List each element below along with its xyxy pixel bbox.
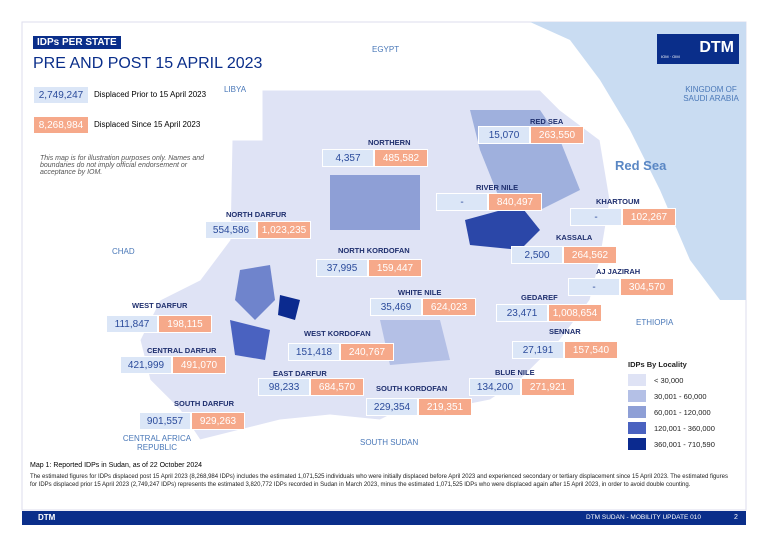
state-name: EAST DARFUR bbox=[273, 369, 327, 378]
legend-swatch bbox=[628, 422, 646, 434]
idps-prior: 111,847 bbox=[106, 315, 158, 333]
idps-since: 1,008,654 bbox=[548, 304, 602, 322]
legend-item: 360,001 - 710,590 bbox=[654, 440, 715, 449]
idps-prior: - bbox=[436, 193, 488, 211]
idps-since: 684,570 bbox=[310, 378, 364, 396]
legend-item: 30,001 - 60,000 bbox=[654, 392, 707, 401]
disclaimer: This map is for illustration purposes on… bbox=[40, 155, 205, 176]
idps-prior: 134,200 bbox=[469, 378, 521, 396]
region bbox=[235, 265, 275, 320]
idps-prior: 27,191 bbox=[512, 341, 564, 359]
idps-since: 240,767 bbox=[340, 343, 394, 361]
idps-prior: 37,995 bbox=[316, 259, 368, 277]
state-name: RED SEA bbox=[530, 117, 564, 126]
state-name: SOUTH DARFUR bbox=[174, 399, 234, 408]
idps-since: 159,447 bbox=[368, 259, 422, 277]
state-name: WEST DARFUR bbox=[132, 301, 188, 310]
country-label: KINGDOM OF SAUDI ARABIA bbox=[683, 85, 739, 103]
idps-prior: 421,999 bbox=[120, 356, 172, 374]
footer-logo: DTM bbox=[38, 513, 56, 522]
country-label: EGYPT bbox=[372, 45, 400, 54]
idps-since: 264,562 bbox=[563, 246, 617, 264]
state-name: BLUE NILE bbox=[495, 368, 535, 377]
header-tag: IDPs PER STATE bbox=[33, 36, 121, 49]
state-name: SOUTH KORDOFAN bbox=[376, 384, 448, 393]
idps-since: 491,070 bbox=[172, 356, 226, 374]
idps-prior: 554,586 bbox=[205, 221, 257, 239]
legend-item: 120,001 - 360,000 bbox=[654, 424, 715, 433]
caption: Map 1: Reported IDPs in Sudan, as of 22 … bbox=[30, 462, 202, 469]
region bbox=[465, 205, 540, 250]
idps-since: 157,540 bbox=[564, 341, 618, 359]
key-value: 8,268,984 bbox=[33, 116, 89, 134]
logo: DTM IOM · OIM bbox=[657, 34, 739, 64]
legend-swatch bbox=[628, 438, 646, 450]
idps-prior: 4,357 bbox=[322, 149, 374, 167]
key-label: Displaced Since 15 April 2023 bbox=[94, 120, 201, 129]
country-label: Red Sea bbox=[615, 158, 667, 173]
region bbox=[230, 320, 270, 360]
legend-swatch bbox=[628, 374, 646, 386]
idps-prior: 98,233 bbox=[258, 378, 310, 396]
idps-prior: 15,070 bbox=[478, 126, 530, 144]
legend-title: IDPs By Locality bbox=[628, 360, 687, 369]
idps-prior: 151,418 bbox=[288, 343, 340, 361]
idps-prior: 901,557 bbox=[139, 412, 191, 430]
sea bbox=[530, 22, 746, 300]
state-name: RIVER NILE bbox=[476, 183, 519, 192]
idps-since: 263,550 bbox=[530, 126, 584, 144]
footer-bar bbox=[22, 511, 746, 525]
logo-sub: IOM · OIM bbox=[661, 54, 680, 59]
key-label: Displaced Prior to 15 April 2023 bbox=[94, 90, 207, 99]
state-name: SENNAR bbox=[549, 327, 581, 336]
page-number: 2 bbox=[734, 514, 738, 521]
state-name: NORTHERN bbox=[368, 138, 411, 147]
country-label: CENTRAL AFRICA REPUBLIC bbox=[122, 434, 192, 452]
idps-prior: 229,354 bbox=[366, 398, 418, 416]
idps-since: 485,582 bbox=[374, 149, 428, 167]
idps-prior: - bbox=[568, 278, 620, 296]
region bbox=[278, 295, 300, 320]
legend-item: 60,001 - 120,000 bbox=[654, 408, 711, 417]
state-name: AJ JAZIRAH bbox=[596, 267, 641, 276]
note: The estimated figures for IDPs displaced… bbox=[30, 474, 728, 488]
header-title: PRE AND POST 15 APRIL 2023 bbox=[33, 55, 263, 72]
idps-since: 198,115 bbox=[158, 315, 212, 333]
idps-since: 840,497 bbox=[488, 193, 542, 211]
state-name: KASSALA bbox=[556, 233, 593, 242]
country-label: LIBYA bbox=[224, 85, 247, 94]
idps-prior: 23,471 bbox=[496, 304, 548, 322]
legend-swatch bbox=[628, 406, 646, 418]
state-name: NORTH DARFUR bbox=[226, 210, 287, 219]
legend-swatch bbox=[628, 390, 646, 402]
state-name: NORTH KORDOFAN bbox=[338, 246, 410, 255]
region bbox=[380, 320, 450, 365]
state-name: KHARTOUM bbox=[596, 197, 640, 206]
state-name: WEST KORDOFAN bbox=[304, 329, 371, 338]
state-name: GEDAREF bbox=[521, 293, 558, 302]
state-name: WHITE NILE bbox=[398, 288, 442, 297]
country-label: ETHIOPIA bbox=[636, 318, 674, 327]
country-label: SOUTH SUDAN bbox=[360, 438, 419, 447]
footer-text: DTM SUDAN - MOBILITY UPDATE 010 bbox=[586, 514, 701, 521]
idps-since: 624,023 bbox=[422, 298, 476, 316]
country-label: CHAD bbox=[112, 247, 135, 256]
idps-since: 219,351 bbox=[418, 398, 472, 416]
idps-since: 1,023,235 bbox=[257, 221, 311, 239]
idps-since: 929,263 bbox=[191, 412, 245, 430]
key-value: 2,749,247 bbox=[33, 86, 89, 104]
idps-since: 271,921 bbox=[521, 378, 575, 396]
idps-prior: 35,469 bbox=[370, 298, 422, 316]
state-name: CENTRAL DARFUR bbox=[147, 346, 217, 355]
logo-text: DTM bbox=[699, 39, 734, 56]
legend: IDPs By Locality < 30,000 30,001 - 60,000… bbox=[622, 358, 740, 456]
idps-prior: - bbox=[570, 208, 622, 226]
idps-prior: 2,500 bbox=[511, 246, 563, 264]
region bbox=[330, 175, 420, 230]
legend-item: < 30,000 bbox=[654, 376, 684, 385]
idps-since: 102,267 bbox=[622, 208, 676, 226]
idps-since: 304,570 bbox=[620, 278, 674, 296]
